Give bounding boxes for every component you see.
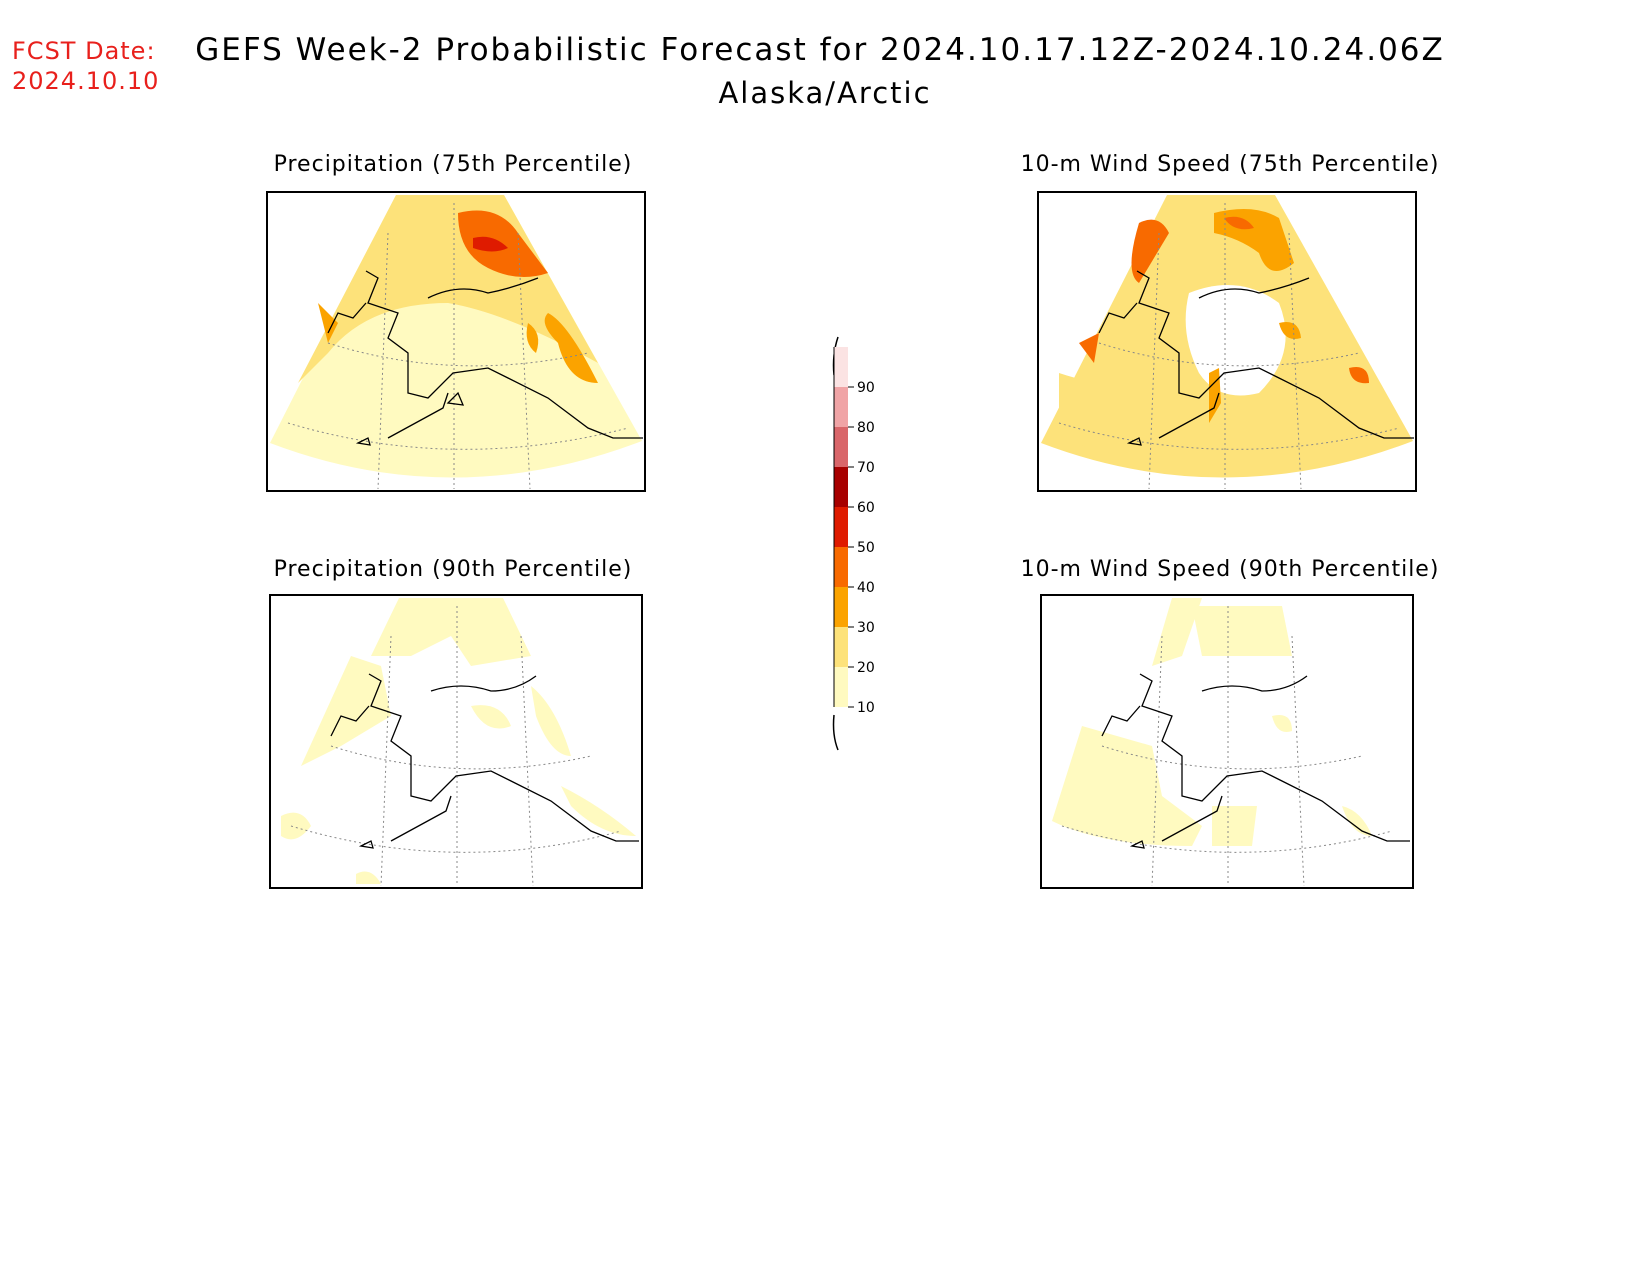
colorbar-label-90: 90 [857,380,875,396]
map-precip-90 [269,594,643,889]
colorbar-swatch-80 [834,387,848,427]
colorbar-swatch-70 [834,427,848,467]
colorbar-swatch-90 [834,347,848,387]
colorbar-swatch-50 [834,507,848,547]
map-wind-75 [1037,191,1417,492]
colorbar-label-10: 10 [857,700,875,716]
colorbar-label-20: 20 [857,660,875,676]
probability-colorbar: 10 20 30 40 50 60 70 80 90 [832,336,875,751]
panel-title-wind-90: 10-m Wind Speed (90th Percentile) [1020,557,1440,582]
region-subtitle: Alaska/Arctic [718,76,932,110]
colorbar-swatch-20 [834,627,848,667]
colorbar-label-70: 70 [857,460,875,476]
page-title: GEFS Week-2 Probabilistic Forecast for 2… [195,32,1445,68]
colorbar-label-40: 40 [857,580,875,596]
colorbar-swatch-30 [834,587,848,627]
panel-title-precip-90: Precipitation (90th Percentile) [273,557,633,582]
colorbar-swatch-40 [834,547,848,587]
panel-title-precip-75: Precipitation (75th Percentile) [273,152,633,177]
colorbar-swatch-60 [834,467,848,507]
colorbar-swatch-10 [834,667,848,707]
map-precip-75 [266,191,646,492]
forecast-date-label: FCST Date: [12,37,156,65]
panel-title-wind-75: 10-m Wind Speed (75th Percentile) [1020,152,1440,177]
map-wind-90 [1040,594,1414,889]
colorbar-label-50: 50 [857,540,875,556]
colorbar-label-60: 60 [857,500,875,516]
forecast-date-block: FCST Date: 2024.10.10 [12,36,159,96]
colorbar-label-30: 30 [857,620,875,636]
forecast-date-value: 2024.10.10 [12,67,160,95]
colorbar-label-80: 80 [857,420,875,436]
